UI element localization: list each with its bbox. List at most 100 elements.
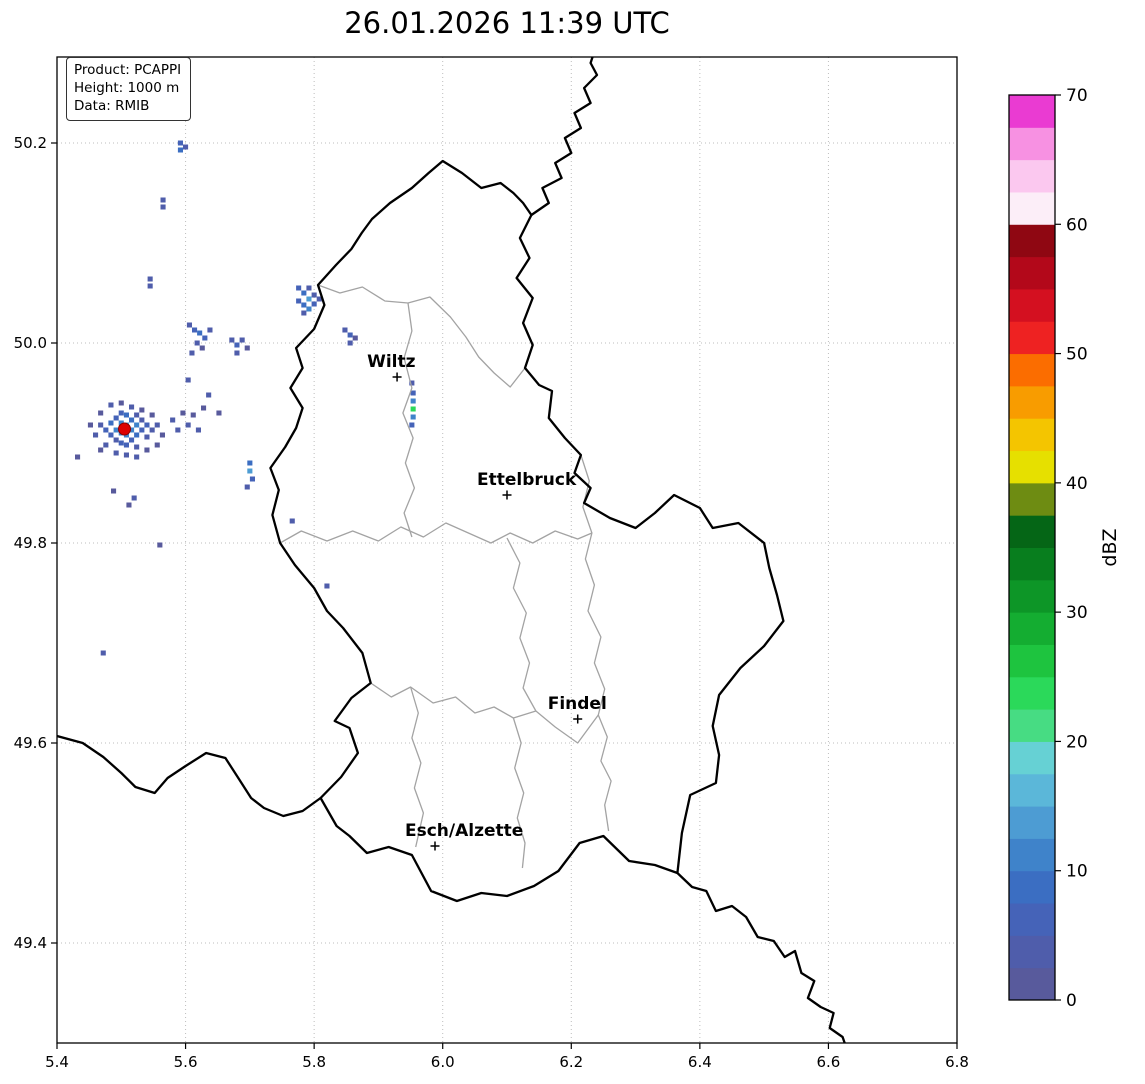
country-border xyxy=(530,57,599,217)
radar-echo-cell xyxy=(149,412,155,418)
radar-echo-cell xyxy=(202,335,208,341)
radar-echo-cell xyxy=(154,422,160,428)
radar-echo-cell xyxy=(311,301,317,307)
radar-echo-cell xyxy=(118,420,124,426)
radar-echo-cell xyxy=(139,417,145,423)
radar-echo-cell xyxy=(139,407,145,413)
radar-echo-cell xyxy=(160,204,166,210)
colorbar-segment xyxy=(1009,353,1055,387)
colorbar-segment xyxy=(1009,709,1055,742)
colorbar-tick-label: 70 xyxy=(1066,86,1088,106)
radar-echo-cell xyxy=(157,542,163,548)
radar-echo-cell xyxy=(170,417,176,423)
radar-echo-cell xyxy=(103,442,109,448)
radar-echo-cell xyxy=(229,337,235,343)
colorbar-segment xyxy=(1009,612,1055,645)
info-line-height: Height: 1000 m xyxy=(74,79,180,96)
radar-echo-cell xyxy=(201,405,207,411)
radar-echo-cell xyxy=(301,310,307,316)
radar-echo-cell xyxy=(87,422,93,428)
radar-echo-cell xyxy=(410,414,416,420)
y-axis-tick-label: 50.2 xyxy=(14,134,47,152)
radar-echo-cell xyxy=(134,444,140,450)
radar-echo-cell xyxy=(301,290,307,296)
figure-title: 26.01.2026 11:39 UTC xyxy=(344,6,670,40)
radar-echo-cell xyxy=(129,437,135,443)
radar-echo-cell xyxy=(118,400,124,406)
district-border xyxy=(580,454,612,832)
colorbar-tick-label: 10 xyxy=(1066,862,1088,882)
radar-echo-cell xyxy=(108,402,114,408)
radar-echo-cell xyxy=(175,427,181,433)
x-axis-tick-label: 6.8 xyxy=(945,1053,969,1071)
colorbar-segment xyxy=(1009,482,1055,516)
colorbar-segment xyxy=(1009,935,1055,969)
radar-echo-cell xyxy=(249,476,255,482)
x-axis-tick-label: 5.6 xyxy=(174,1053,198,1071)
radar-echo-cell xyxy=(306,296,312,302)
radar-echo-cell xyxy=(410,390,416,396)
colorbar-segment xyxy=(1009,903,1055,936)
radar-echo-cell xyxy=(195,427,201,433)
radar-echo-cell xyxy=(160,197,166,203)
radar-echo-cell xyxy=(100,650,106,656)
colorbar-axis-label: dBZ xyxy=(1099,528,1121,566)
colorbar-segment xyxy=(1009,806,1055,839)
colorbar-segment xyxy=(1009,547,1055,581)
radar-echo-cell xyxy=(113,427,119,433)
info-line-product: Product: PCAPPI xyxy=(74,62,182,78)
radar-echo-cell xyxy=(192,327,198,333)
y-axis-tick-label: 49.4 xyxy=(14,934,47,952)
radar-echo-cell xyxy=(129,417,135,423)
radar-echo-cell xyxy=(75,454,81,460)
x-axis-tick-label: 6.2 xyxy=(559,1053,583,1071)
radar-echoes xyxy=(75,140,416,656)
radar-echo-cell xyxy=(159,432,165,438)
city-plus-marker xyxy=(430,841,440,851)
city-findel: Findel xyxy=(548,694,607,724)
radar-echo-cell xyxy=(129,404,135,410)
city-label: Ettelbruck xyxy=(477,470,577,490)
radar-echo-cell xyxy=(129,427,135,433)
district-border xyxy=(506,537,537,712)
x-axis-tick-label: 5.8 xyxy=(302,1053,326,1071)
radar-echo-cell xyxy=(347,332,353,338)
radar-echo-cell xyxy=(177,140,183,146)
map-frame xyxy=(56,56,958,1044)
radar-echo-cell xyxy=(197,330,203,336)
city-label: Wiltz xyxy=(367,352,416,372)
radar-echo-cell xyxy=(352,335,358,341)
radar-echo-cell xyxy=(154,442,160,448)
radar-echo-cell xyxy=(409,380,415,386)
radar-echo-cell xyxy=(108,432,114,438)
colorbar-segment xyxy=(1009,418,1055,452)
colorbar-segment xyxy=(1009,644,1055,678)
radar-echo-cell xyxy=(244,484,250,490)
radar-echo-cell xyxy=(239,337,245,343)
radar-echo-cell xyxy=(123,412,129,418)
radar-echo-cell xyxy=(289,518,295,524)
radar-echo-cell xyxy=(123,442,129,448)
colorbar-segment xyxy=(1009,450,1055,484)
radar-echo-cell xyxy=(247,460,253,466)
colorbar-segment xyxy=(1009,256,1055,290)
colorbar-segment xyxy=(1009,385,1055,419)
district-border xyxy=(512,717,526,869)
radar-echo-cell xyxy=(134,432,140,438)
city-label: Findel xyxy=(548,694,607,714)
radar-echo-cell xyxy=(316,296,322,302)
colorbar-tick-label: 60 xyxy=(1066,215,1088,235)
radar-echo-cell xyxy=(98,410,104,416)
radar-echo-cell xyxy=(311,292,317,298)
colorbar-segment xyxy=(1009,967,1055,1001)
city-ettelbruck: Ettelbruck xyxy=(477,470,577,500)
district-border xyxy=(409,686,425,848)
colorbar: 0 10 20 30 40 50 60 70 dBZ xyxy=(1008,86,1121,1011)
radar-echo-cell xyxy=(234,350,240,356)
radar-echo-cell xyxy=(139,427,145,433)
radar-echo-cell xyxy=(410,406,416,412)
radar-echo-cell xyxy=(103,427,109,433)
radar-echo-cell xyxy=(131,495,137,501)
city-plus-marker xyxy=(502,490,512,500)
